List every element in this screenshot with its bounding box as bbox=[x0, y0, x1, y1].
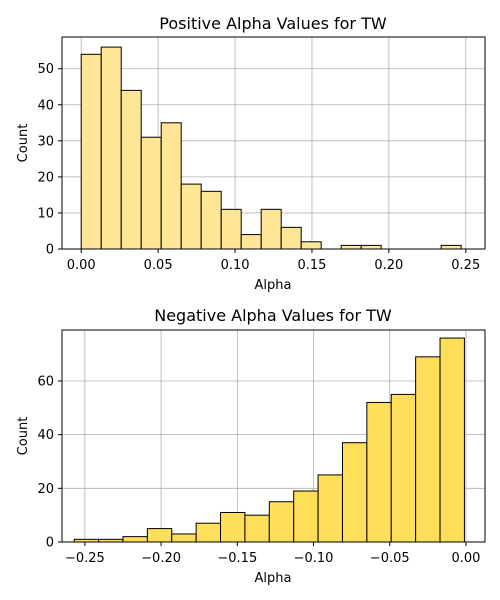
positive-y-tick-label: 50 bbox=[37, 62, 54, 77]
negative-x-tick-label: −0.05 bbox=[370, 551, 410, 566]
negative-chart-bars bbox=[73, 337, 465, 543]
positive-y-tick-label: 20 bbox=[37, 170, 54, 185]
negative-chart-xlabel: Alpha bbox=[255, 571, 292, 586]
negative-chart-title: Negative Alpha Values for TW bbox=[154, 306, 392, 325]
negative-histogram-bar bbox=[220, 511, 246, 543]
positive-histogram-bar bbox=[120, 89, 142, 250]
negative-histogram-bar bbox=[415, 356, 441, 543]
negative-chart-ylabel: Count bbox=[16, 417, 31, 456]
positive-histogram-bar bbox=[300, 241, 322, 250]
negative-histogram-bar bbox=[146, 528, 173, 543]
negative-histogram-bar bbox=[317, 474, 343, 543]
positive-chart-ticks: 0.00 0.05 0.10 0.15 0.20 0.25 0 10 20 30 40 50 bbox=[37, 62, 480, 273]
positive-x-tick-label: 0.10 bbox=[221, 258, 250, 273]
negative-y-tick-label: 0 bbox=[46, 536, 54, 551]
positive-y-tick-label: 0 bbox=[46, 243, 54, 258]
positive-histogram-bar bbox=[80, 53, 102, 250]
positive-histogram-bar bbox=[160, 122, 182, 250]
negative-histogram-bar bbox=[195, 522, 222, 543]
negative-histogram-bar bbox=[122, 536, 148, 543]
negative-histogram-bar bbox=[171, 533, 197, 543]
negative-x-tick-label: −0.10 bbox=[294, 551, 334, 566]
positive-histogram-bar bbox=[440, 244, 462, 250]
negative-histogram-bar bbox=[293, 490, 319, 543]
negative-x-tick-label: 0.00 bbox=[451, 551, 480, 566]
positive-x-tick-label: 0.05 bbox=[144, 258, 173, 273]
negative-y-tick-label: 20 bbox=[37, 482, 54, 497]
positive-histogram-bar bbox=[340, 244, 362, 250]
positive-alpha-chart: Positive Alpha Values for TW 0.00 0.05 0.1… bbox=[16, 14, 486, 293]
positive-histogram-bar bbox=[260, 208, 282, 250]
negative-y-tick-label: 40 bbox=[37, 428, 54, 443]
negative-x-tick-label: −0.20 bbox=[141, 551, 181, 566]
positive-histogram-bar bbox=[240, 234, 262, 250]
positive-chart-frame bbox=[61, 36, 486, 250]
negative-chart-ticks: −0.25 −0.20 −0.15 −0.10 −0.05 0.00 0 20 40 60 bbox=[37, 374, 480, 566]
positive-histogram-bar bbox=[200, 190, 222, 250]
positive-y-tick-label: 30 bbox=[37, 134, 54, 149]
positive-histogram-bar bbox=[180, 183, 202, 250]
positive-chart-title: Positive Alpha Values for TW bbox=[159, 14, 387, 33]
negative-x-tick-label: −0.25 bbox=[65, 551, 105, 566]
positive-y-tick-label: 10 bbox=[37, 206, 54, 221]
positive-histogram-bar bbox=[140, 136, 162, 250]
negative-histogram-bar bbox=[244, 514, 270, 543]
positive-histogram-bar bbox=[100, 46, 122, 250]
positive-chart-ylabel: Count bbox=[16, 124, 31, 163]
positive-x-tick-label: 0.00 bbox=[67, 258, 96, 273]
negative-histogram-bar bbox=[390, 393, 417, 543]
negative-histogram-bar bbox=[341, 442, 368, 543]
negative-alpha-chart: Negative Alpha Values for TW −0.25 −0.20−… bbox=[16, 306, 486, 586]
negative-histogram-bar bbox=[439, 337, 465, 543]
positive-histogram-bar bbox=[360, 244, 382, 250]
positive-x-tick-label: 0.15 bbox=[297, 258, 326, 273]
positive-chart-bars bbox=[80, 46, 462, 250]
negative-histogram-bar bbox=[366, 401, 392, 543]
positive-y-tick-label: 40 bbox=[37, 98, 54, 113]
negative-x-tick-label: −0.15 bbox=[217, 551, 257, 566]
negative-chart-frame bbox=[61, 329, 486, 543]
positive-chart-xlabel: Alpha bbox=[255, 278, 292, 293]
negative-histogram-bar bbox=[268, 501, 295, 543]
negative-y-tick-label: 60 bbox=[37, 374, 54, 389]
positive-x-tick-label: 0.20 bbox=[374, 258, 403, 273]
positive-histogram-bar bbox=[220, 208, 242, 250]
positive-histogram-bar bbox=[280, 226, 302, 250]
positive-x-tick-label: 0.25 bbox=[451, 258, 480, 273]
